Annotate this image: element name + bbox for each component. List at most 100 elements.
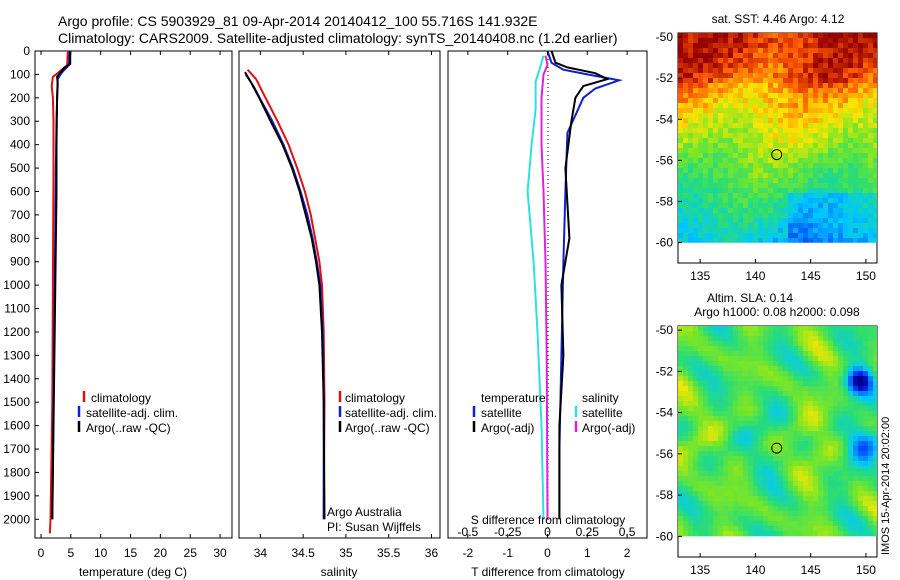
sla-map-cell bbox=[808, 511, 813, 517]
sla-map-cell bbox=[803, 471, 808, 477]
sla-map-cell bbox=[778, 501, 783, 507]
sst-map-cell bbox=[738, 88, 743, 94]
sla-map-cell bbox=[848, 521, 853, 527]
sla-map-cell bbox=[678, 341, 683, 347]
sla-map-cell bbox=[718, 366, 723, 372]
sst-map-cell bbox=[738, 168, 743, 174]
sst-map-cell bbox=[688, 168, 693, 174]
sst-map-cell bbox=[713, 53, 718, 59]
sst-map-cell bbox=[818, 48, 823, 54]
sst-map-cell bbox=[828, 193, 833, 199]
sla-map-cell bbox=[683, 466, 688, 472]
sst-map-cell bbox=[818, 198, 823, 204]
sst-map-cell bbox=[683, 223, 688, 229]
sst-map-cell bbox=[753, 178, 758, 184]
difference-profile-series-1 bbox=[550, 50, 610, 520]
sst-map-cell bbox=[863, 148, 868, 154]
sst-map-cell bbox=[698, 198, 703, 204]
sst-map-cell bbox=[873, 178, 877, 184]
sst-map-cell bbox=[793, 198, 798, 204]
sla-map-cell bbox=[868, 511, 873, 517]
sst-map-cell bbox=[858, 198, 863, 204]
sla-map-cell bbox=[843, 436, 848, 442]
sst-map-cell bbox=[823, 218, 828, 224]
sst-map-cell bbox=[788, 103, 793, 109]
sst-map-cell bbox=[868, 108, 873, 114]
sla-map-cell bbox=[873, 476, 877, 482]
sla-map-cell bbox=[723, 371, 728, 377]
sst-map-cell bbox=[718, 78, 723, 84]
sla-map-cell bbox=[838, 371, 843, 377]
sla-map-cell bbox=[803, 341, 808, 347]
sla-map-cell bbox=[783, 396, 788, 402]
sla-map-cell bbox=[773, 356, 778, 362]
sla-map-cell bbox=[863, 341, 868, 347]
sst-map-cell bbox=[678, 38, 683, 44]
sla-map-cell bbox=[783, 476, 788, 482]
sla-map-cell bbox=[733, 416, 738, 422]
sst-map-cell bbox=[803, 193, 808, 199]
sst-map-cell bbox=[683, 228, 688, 234]
sla-map-cell bbox=[838, 496, 843, 502]
sst-map-cell bbox=[708, 53, 713, 59]
sla-map-cell bbox=[848, 531, 853, 537]
sla-map-cell bbox=[828, 366, 833, 372]
sla-map-cell bbox=[708, 471, 713, 477]
sst-map-cell bbox=[788, 183, 793, 189]
sst-map-cell bbox=[868, 158, 873, 164]
sst-map-cell bbox=[773, 123, 778, 129]
sst-map-cell bbox=[838, 208, 843, 214]
sla-map-cell bbox=[868, 406, 873, 412]
sst-map-cell bbox=[848, 198, 853, 204]
sst-map-cell bbox=[798, 83, 803, 89]
sla-map-cell bbox=[838, 526, 843, 532]
sla-map-cell bbox=[733, 436, 738, 442]
sst-map-cell bbox=[753, 173, 758, 179]
sla-map-cell bbox=[823, 341, 828, 347]
sla-map-cell bbox=[773, 416, 778, 422]
sla-map-cell bbox=[688, 531, 693, 537]
sla-map-cell bbox=[693, 341, 698, 347]
sla-map-cell bbox=[748, 411, 753, 417]
sst-map-cell bbox=[768, 198, 773, 204]
sla-map-cell bbox=[743, 411, 748, 417]
sla-map-cell bbox=[753, 511, 758, 517]
sla-map-cell bbox=[718, 521, 723, 527]
sla-map-cell bbox=[803, 521, 808, 527]
sst-map-cell bbox=[723, 113, 728, 119]
sla-map-cell bbox=[758, 456, 763, 462]
sst-map-cell bbox=[768, 218, 773, 224]
sla-map-cell bbox=[823, 476, 828, 482]
sst-map-cell bbox=[693, 103, 698, 109]
sst-map-cell bbox=[708, 93, 713, 99]
sla-map-cell bbox=[788, 356, 793, 362]
sst-map-cell bbox=[718, 178, 723, 184]
sst-map-cell bbox=[873, 108, 877, 114]
sla-map-cell bbox=[758, 506, 763, 512]
sst-map-cell bbox=[788, 58, 793, 64]
sla-map-cell bbox=[868, 336, 873, 342]
sst-map-cell bbox=[703, 73, 708, 79]
sst-map-cell bbox=[783, 48, 788, 54]
title-line1: Argo profile: CS 5903929_81 09-Apr-2014 … bbox=[58, 13, 538, 29]
sst-map-cell bbox=[828, 203, 833, 209]
sst-map-cell bbox=[698, 63, 703, 69]
sst-map-cell bbox=[783, 233, 788, 239]
sla-map-cell bbox=[783, 326, 788, 332]
sla-map-cell bbox=[798, 521, 803, 527]
sla-map-cell bbox=[728, 421, 733, 427]
sla-map-cell bbox=[708, 371, 713, 377]
sst-map-ytick-label: -50 bbox=[656, 30, 674, 44]
sst-map-cell bbox=[793, 143, 798, 149]
sla-map-cell bbox=[793, 336, 798, 342]
sst-map-cell bbox=[843, 78, 848, 84]
sla-map-cell bbox=[793, 396, 798, 402]
sla-map-cell bbox=[838, 366, 843, 372]
sla-map-cell bbox=[773, 421, 778, 427]
depth-tick-label: 100 bbox=[10, 67, 30, 81]
sst-map-cell bbox=[763, 138, 768, 144]
sst-map-cell bbox=[833, 168, 838, 174]
sla-map-cell bbox=[818, 376, 823, 382]
sla-map-cell bbox=[818, 406, 823, 412]
sst-map-cell bbox=[863, 38, 868, 44]
